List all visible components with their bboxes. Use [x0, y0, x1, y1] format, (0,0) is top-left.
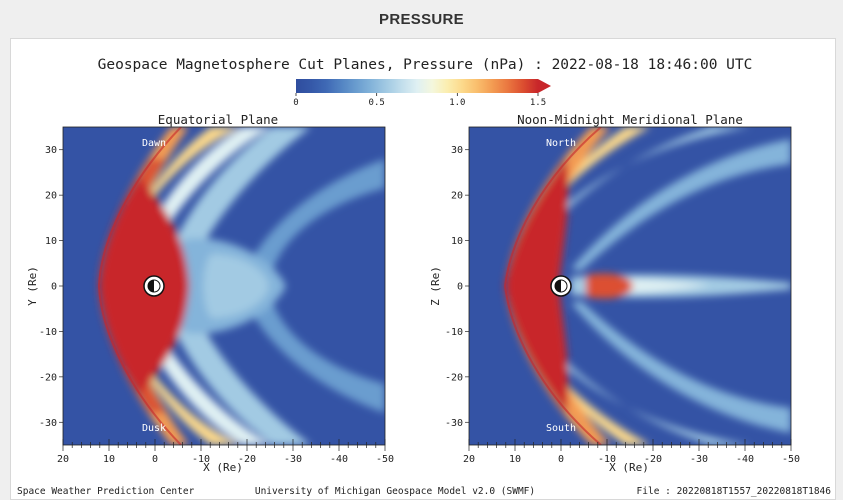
y-tick-label: -30: [445, 418, 463, 429]
equatorial-field: [63, 127, 385, 445]
x-tick-label: -50: [376, 454, 394, 465]
x-tick-label: 20: [57, 454, 69, 465]
equatorial-plot-title: Equatorial Plane: [158, 112, 278, 127]
meridional-xlabel: X (Re): [609, 461, 649, 474]
y-tick-label: -10: [39, 327, 57, 338]
x-tick-label: 0: [558, 454, 564, 465]
colorbar-extend-arrow: [538, 79, 551, 93]
colorbar-ticks: 0 0.5 1.0 1.5: [293, 93, 546, 108]
x-tick-label: 0: [152, 454, 158, 465]
annotation-dawn: Dawn: [142, 138, 166, 149]
y-tick-label: 0: [457, 282, 463, 293]
colorbar-tick-label: 0: [293, 98, 298, 108]
x-tick-label: 10: [509, 454, 521, 465]
x-tick-label: -20: [644, 454, 662, 465]
equatorial-ylabel: Y (Re): [26, 266, 39, 306]
annotation-north: North: [546, 138, 576, 149]
x-tick-label: -40: [330, 454, 348, 465]
colorbar-tick-label: 1.0: [449, 98, 465, 108]
meridional-field: [469, 127, 791, 445]
x-tick-label: -20: [238, 454, 256, 465]
equatorial-xlabel: X (Re): [203, 461, 243, 474]
y-tick-label: -30: [39, 418, 57, 429]
footer-right: File : 20220818T1557_20220818T1846: [637, 486, 832, 497]
colorbar-tick-label: 0.5: [369, 98, 385, 108]
x-tick-label: 10: [103, 454, 115, 465]
x-tick-label: 20: [463, 454, 475, 465]
figure-panel: Geospace Magnetosphere Cut Planes, Press…: [10, 38, 836, 500]
x-tick-label: -10: [598, 454, 616, 465]
x-tick-label: -40: [736, 454, 754, 465]
meridional-plot-title: Noon-Midnight Meridional Plane: [517, 112, 743, 127]
annotation-dusk: Dusk: [142, 423, 166, 434]
colorbar: 0 0.5 1.0 1.5: [293, 79, 551, 108]
y-tick-label: 30: [451, 145, 463, 156]
colorbar-bar: [296, 79, 538, 93]
y-tick-label: 30: [45, 145, 57, 156]
equatorial-plot: Equatorial Plane: [26, 112, 394, 474]
y-tick-label: 0: [51, 282, 57, 293]
meridional-ylabel: Z (Re): [429, 266, 442, 306]
x-tick-label: -50: [782, 454, 800, 465]
page-title: PRESSURE: [379, 10, 464, 28]
y-tick-label: 10: [45, 236, 57, 247]
equatorial-axes: 20 10 0 -10 -20 -30 -40 -50 30 20 10 0 -10 -20 -30: [39, 145, 394, 465]
y-tick-label: -10: [445, 327, 463, 338]
x-tick-label: -30: [284, 454, 302, 465]
figure-svg: Geospace Magnetosphere Cut Planes, Press…: [17, 57, 832, 497]
x-tick-label: -30: [690, 454, 708, 465]
y-tick-label: -20: [39, 372, 57, 383]
meridional-plot: Noon-Midnight Meridional Plane: [429, 112, 800, 474]
page-header: PRESSURE: [0, 0, 843, 38]
footer-center: University of Michigan Geospace Model v2…: [255, 486, 535, 497]
meridional-axes: 20 10 0 -10 -20 -30 -40 -50 30 20 10 0 -10 -20 -30: [445, 145, 800, 465]
colorbar-tick-label: 1.5: [530, 98, 546, 108]
y-tick-label: 20: [451, 191, 463, 202]
footer-left: Space Weather Prediction Center: [17, 486, 195, 497]
y-tick-label: 10: [451, 236, 463, 247]
figure-title: Geospace Magnetosphere Cut Planes, Press…: [98, 57, 753, 73]
y-tick-label: -20: [445, 372, 463, 383]
y-tick-label: 20: [45, 191, 57, 202]
annotation-south: South: [546, 423, 576, 434]
x-tick-label: -10: [192, 454, 210, 465]
